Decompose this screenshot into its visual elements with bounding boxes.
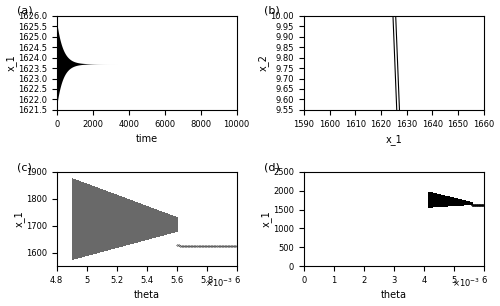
Text: $\times10^{-3}$: $\times10^{-3}$ (452, 277, 480, 289)
X-axis label: theta: theta (381, 290, 407, 300)
X-axis label: time: time (136, 134, 158, 144)
Text: (b): (b) (264, 6, 280, 16)
Y-axis label: x_1: x_1 (14, 211, 24, 227)
X-axis label: theta: theta (134, 290, 160, 300)
Text: (d): (d) (264, 162, 280, 172)
Text: $\times10^{-3}$: $\times10^{-3}$ (205, 277, 233, 289)
Y-axis label: x_1: x_1 (6, 54, 16, 71)
Text: (c): (c) (17, 162, 32, 172)
Y-axis label: x_2: x_2 (258, 54, 269, 71)
X-axis label: x_1: x_1 (386, 134, 402, 145)
Y-axis label: x_1: x_1 (261, 211, 272, 227)
Text: (a): (a) (17, 6, 32, 16)
